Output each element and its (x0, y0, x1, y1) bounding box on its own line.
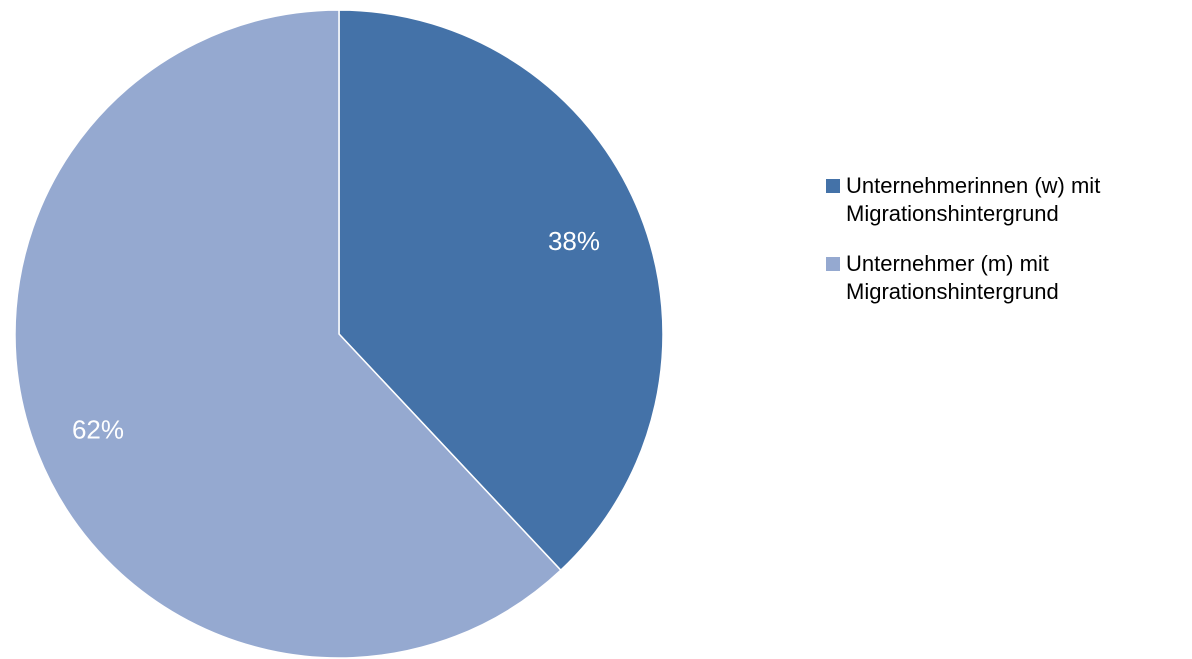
legend-swatch-men (826, 257, 840, 271)
pie-slices (14, 9, 664, 659)
legend-item-men: Unternehmer (m) mit Migrationshintergrun… (826, 250, 1186, 306)
data-label-men: 62% (72, 414, 124, 444)
legend-swatch-women (826, 179, 840, 193)
pie-slice-men (14, 9, 562, 659)
chart-legend: Unternehmerinnen (w) mit Migrationshinte… (826, 172, 1186, 328)
legend-label-men: Unternehmer (m) mit Migrationshintergrun… (846, 251, 1059, 304)
data-label-women: 38% (548, 226, 600, 256)
pie-slice-women (338, 9, 664, 572)
legend-label-women: Unternehmerinnen (w) mit Migrationshinte… (846, 173, 1101, 226)
pie-data-labels: 38% 62% (72, 226, 600, 444)
legend-item-women: Unternehmerinnen (w) mit Migrationshinte… (826, 172, 1186, 228)
